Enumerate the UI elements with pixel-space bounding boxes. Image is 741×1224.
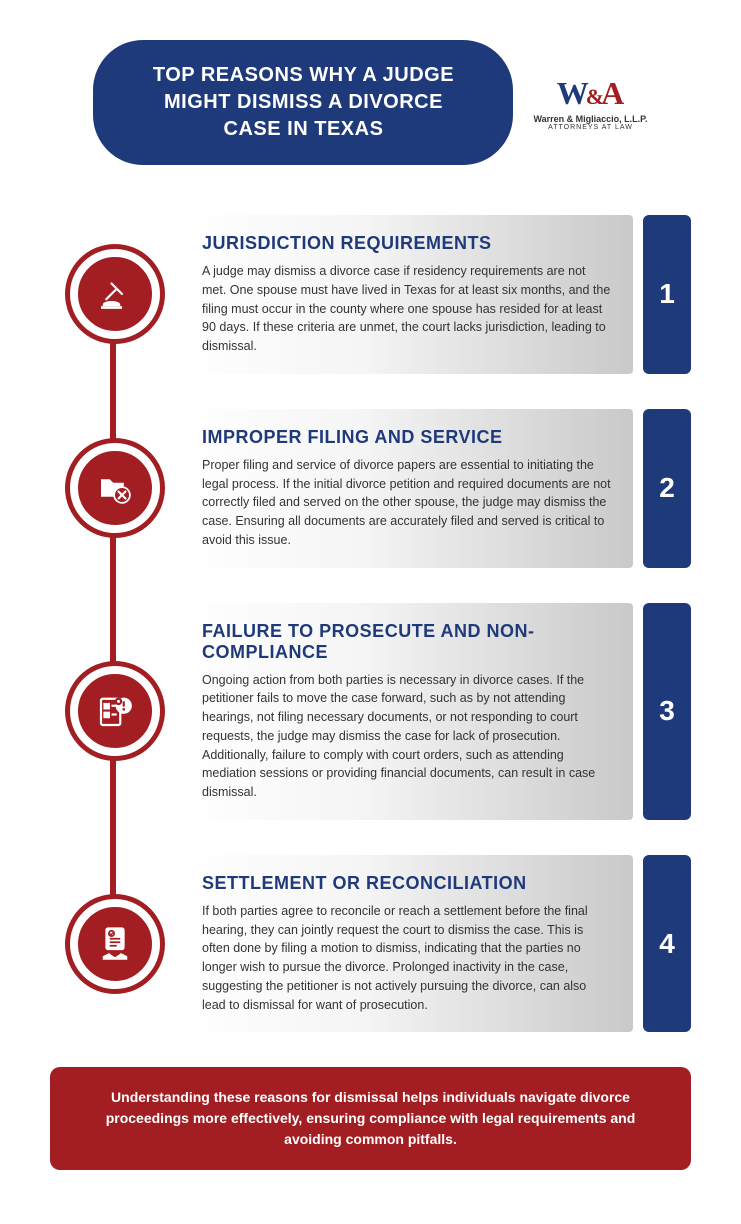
- card-title: SETTLEMENT OR RECONCILIATION: [202, 873, 611, 894]
- checklist-alert-icon: [70, 666, 160, 756]
- card: FAILURE TO PROSECUTE AND NON-COMPLIANCE …: [180, 603, 633, 820]
- card-body: If both parties agree to reconcile or re…: [202, 902, 611, 1015]
- header: TOP REASONS WHY A JUDGE MIGHT DISMISS A …: [50, 40, 691, 165]
- card: SETTLEMENT OR RECONCILIATION If both par…: [180, 855, 633, 1033]
- logo-letter-a: A: [601, 75, 624, 112]
- logo: W & A Warren & Migliaccio, L.L.P. ATTORN…: [533, 75, 647, 131]
- logo-subtitle: ATTORNEYS AT LAW: [533, 124, 647, 131]
- number-badge: 1: [643, 215, 691, 374]
- list-item: IMPROPER FILING AND SERVICE Proper filin…: [70, 409, 691, 568]
- list-item: SETTLEMENT OR RECONCILIATION If both par…: [70, 855, 691, 1033]
- card-body: Ongoing action from both parties is nece…: [202, 671, 611, 802]
- footer-text: Understanding these reasons for dismissa…: [50, 1067, 691, 1170]
- timeline: JURISDICTION REQUIREMENTS A judge may di…: [50, 215, 691, 1032]
- card-body: A judge may dismiss a divorce case if re…: [202, 262, 611, 356]
- list-item: JURISDICTION REQUIREMENTS A judge may di…: [70, 215, 691, 374]
- card-title: JURISDICTION REQUIREMENTS: [202, 233, 611, 254]
- logo-firm-name: Warren & Migliaccio, L.L.P.: [533, 114, 647, 124]
- gavel-icon: [70, 249, 160, 339]
- card-body: Proper filing and service of divorce pap…: [202, 456, 611, 550]
- number-badge: 4: [643, 855, 691, 1033]
- card: JURISDICTION REQUIREMENTS A judge may di…: [180, 215, 633, 374]
- logo-initials: W & A: [533, 75, 647, 112]
- number-badge: 2: [643, 409, 691, 568]
- number-badge: 3: [643, 603, 691, 820]
- list-item: FAILURE TO PROSECUTE AND NON-COMPLIANCE …: [70, 603, 691, 820]
- folder-x-icon: [70, 443, 160, 533]
- page-title: TOP REASONS WHY A JUDGE MIGHT DISMISS A …: [93, 40, 513, 165]
- card: IMPROPER FILING AND SERVICE Proper filin…: [180, 409, 633, 568]
- logo-letter-w: W: [557, 75, 589, 112]
- card-title: FAILURE TO PROSECUTE AND NON-COMPLIANCE: [202, 621, 611, 663]
- card-title: IMPROPER FILING AND SERVICE: [202, 427, 611, 448]
- handshake-doc-icon: [70, 899, 160, 989]
